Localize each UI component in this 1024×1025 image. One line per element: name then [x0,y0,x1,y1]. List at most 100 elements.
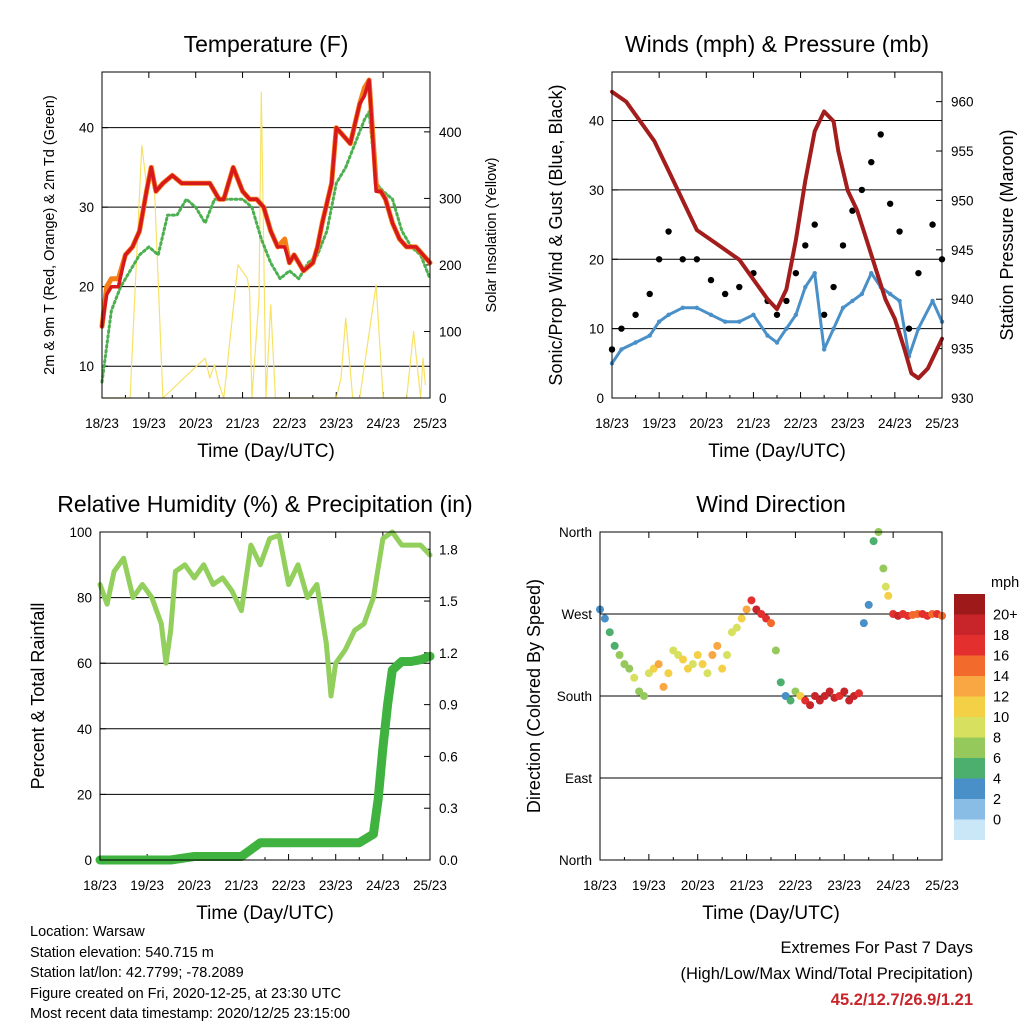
direction-point [679,655,688,664]
plot-frame [611,71,943,399]
wind-speed-point [666,312,671,317]
x-tick-label: 25/23 [413,416,447,431]
legend-swatch [954,778,985,799]
x-tick-label: 21/23 [737,416,771,431]
gust-point [858,186,866,194]
legend-swatch [954,799,985,820]
y-tick-label: 20 [79,280,94,295]
legend-title: mph [991,575,1019,591]
legend-swatch [954,655,985,676]
gust-point [896,228,903,235]
y-right-tick-label: 1.2 [439,646,458,661]
latlon-text: Station lat/lon: 42.7799; -78.2089 [30,965,244,981]
direction-point [786,696,795,705]
dewpoint-line [100,110,432,384]
gust-point [820,311,828,318]
legend-label: 0 [993,813,1001,829]
direction-point [767,619,775,628]
gust-point [792,269,800,277]
station-info: Location: Warsaw Station elevation: 540.… [30,922,350,1025]
y-right-tick-label: 300 [439,191,462,206]
direction-point [859,619,868,628]
wind-speed-point [774,340,780,345]
direction-point [718,664,727,673]
extremes-title: Extremes For Past 7 Days [780,939,973,957]
x-tick-label: 22/23 [779,878,813,893]
x-tick-label: 22/23 [273,416,307,431]
legend-swatch [954,696,985,717]
wind-speed-point [897,298,902,304]
x-tick-label: 19/23 [130,878,164,893]
x-tick-label: 24/23 [878,416,912,431]
legend-label: 2 [993,792,1001,808]
y-right-axis-label: Station Pressure (Maroon) [997,129,1017,340]
plot-frame [99,531,431,861]
gust-point [646,290,653,298]
y-right-tick-label: 1.8 [439,542,458,557]
legend-swatch [954,676,985,697]
direction-point [771,646,780,655]
y-tick-label: 40 [79,121,94,136]
direction-point [723,651,732,659]
chart-title: Wind Direction [696,491,846,517]
y-tick-label: East [565,771,592,786]
gust-point [721,290,729,298]
direction-point [732,623,741,632]
x-tick-label: 22/23 [272,878,306,893]
legend-label: 20+ [993,608,1018,624]
y-tick-label: 40 [77,722,92,737]
direction-point [737,614,746,623]
wind-speed-point [930,298,935,304]
x-tick-label: 18/23 [85,416,119,431]
gust-point [632,311,639,318]
y-right-tick-label: 960 [951,95,974,110]
y-right-tick-label: 0.3 [439,801,458,816]
x-tick-label: 20/23 [179,416,213,431]
y-tick-label: 20 [589,252,604,267]
elevation-text: Station elevation: 540.715 m [30,944,214,961]
x-tick-label: 20/23 [689,416,723,431]
direction-point [879,564,888,573]
gust-point [693,256,701,263]
wind-speed-point [722,319,728,324]
legend-swatch [954,819,985,840]
y-tick-label: North [559,853,592,868]
x-tick-label: 19/23 [632,878,666,893]
direction-point [840,687,849,696]
y-tick-label: 30 [79,200,94,215]
direction-point [825,687,834,696]
direction-point [630,673,639,682]
humidity-line [97,529,433,699]
y-tick-label: 0 [596,391,604,406]
y-tick-label: 10 [79,359,94,374]
legend-swatch [954,594,985,615]
y-right-tick-label: 1.5 [439,594,458,609]
plot-frame [599,531,943,861]
x-axis-label: Time (Day/UTC) [196,903,334,924]
direction-point [703,669,712,678]
y-right-tick-label: 400 [439,125,462,140]
gust-point [802,242,809,249]
direction-point [854,689,863,698]
y-right-tick-label: 200 [439,258,462,273]
gust-point [905,325,913,332]
legend-swatch [954,717,985,738]
wind-speed-point [850,298,855,304]
direction-point [713,641,722,650]
wind-speed-point [831,326,836,331]
wind-speed-point [812,270,817,276]
wind-speed-point [680,305,685,311]
y-tick-label: 100 [69,525,92,540]
chart-title: Relative Humidity (%) & Precipitation (i… [57,491,472,517]
wind-speed-point [619,347,624,352]
direction-point [884,591,893,600]
y-right-tick-label: 950 [951,193,974,208]
y-right-tick-label: 955 [951,144,974,159]
gust-point [679,256,686,263]
direction-point [881,582,890,591]
x-tick-label: 21/23 [730,878,764,893]
y-tick-label: 60 [77,656,92,671]
x-tick-label: 21/23 [226,416,260,431]
x-tick-label: 23/23 [827,878,861,893]
direction-point [625,664,634,673]
